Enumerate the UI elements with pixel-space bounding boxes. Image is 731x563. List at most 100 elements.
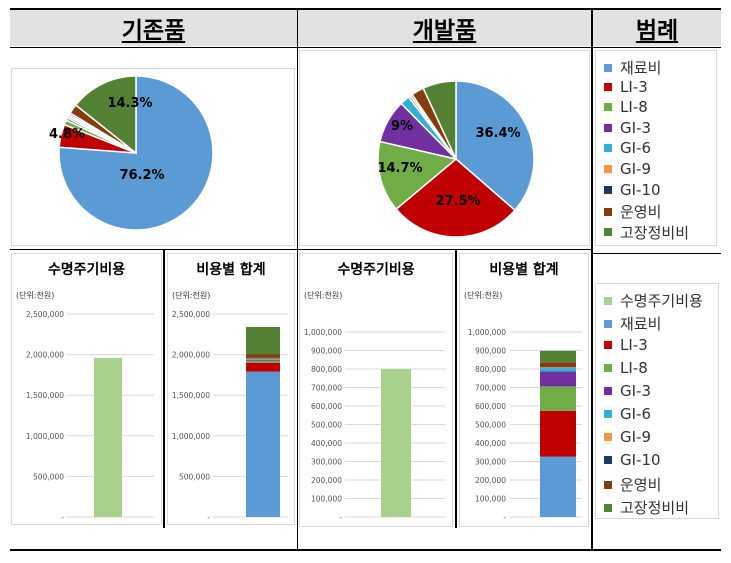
- legend-item-repair: 고장정비비: [604, 497, 689, 518]
- existing-lifecycle-bar-chart: 수명주기비용 (단위:천원) - 500,000 1,000,000 1,500,000 2…: [16, 261, 154, 522]
- chart-title: 비용별 합계: [489, 261, 558, 278]
- y-tick-label: 500,000: [179, 472, 210, 481]
- legend-label: GI-3: [620, 382, 652, 400]
- y-tick-label: 1,000,000: [26, 432, 64, 441]
- legend-label: GI-6: [620, 139, 652, 158]
- y-tick-label: 900,000: [475, 347, 506, 356]
- unit-label: (단위:천원): [464, 290, 502, 300]
- legend-swatch: [604, 364, 612, 372]
- y-tick-label: 2,000,000: [172, 351, 210, 360]
- developed-lifecycle-panel: 수명주기비용 (단위:천원) - 100,000 200,000 300,000 400,0…: [299, 253, 453, 527]
- divider-developed-bars: [455, 250, 457, 528]
- divider-existing-bars: [163, 250, 165, 528]
- legend-swatch: [604, 207, 612, 216]
- header-legend: 범례: [593, 10, 721, 46]
- legend-swatch: [604, 410, 612, 418]
- legend-swatch: [604, 480, 612, 489]
- bar-segment-gi-3: [540, 371, 576, 387]
- frame-bottom-line: [10, 549, 721, 551]
- legend-label: GI-10: [620, 451, 661, 469]
- legend-bottom: 수명주기비용 재료비 LI-3 LI-8 GI-3 GI-6 GI-9 GI-10 운영비 고장정…: [595, 283, 719, 519]
- y-tick-label: 1,000,000: [468, 328, 506, 337]
- y-tick-label: 900,000: [311, 347, 342, 356]
- y-tick-label: -: [339, 513, 342, 522]
- pie-slice-material: [58, 75, 214, 231]
- legend-label: LI-3: [620, 77, 648, 96]
- y-tick-label: 1,500,000: [172, 391, 210, 400]
- bar-segment-lifecycle: [381, 369, 411, 517]
- y-tick-label: 600,000: [311, 402, 342, 411]
- legend-label: GI-10: [620, 180, 661, 199]
- legend-item-lifecycle: 수명주기비용: [604, 290, 703, 311]
- legend-label: LI-8: [620, 98, 648, 117]
- y-tick-label: 400,000: [311, 439, 342, 448]
- legend-item-li-3: LI-3: [604, 336, 648, 354]
- y-tick-label: 200,000: [475, 476, 506, 485]
- y-tick-label: 2,500,000: [26, 310, 64, 319]
- legend-swatch: [604, 433, 612, 441]
- legend-item-gi-9: GI-9: [604, 428, 651, 446]
- unit-label: (단위:천원): [172, 290, 210, 300]
- legend-swatch: [604, 503, 612, 512]
- legend-item-material: 재료비: [604, 57, 661, 78]
- legend-swatch: [604, 296, 612, 305]
- legend-swatch: [604, 144, 612, 153]
- legend-swatch: [604, 341, 612, 349]
- pie-label-gi-3: 9%: [391, 119, 413, 134]
- bar-segment-li-3: [540, 410, 576, 457]
- pie-slice-li-3: [395, 158, 516, 238]
- existing-lifecycle-panel: 수명주기비용 (단위:천원) - 500,000 1,000,000 1,500,000 2…: [11, 253, 162, 525]
- chart-title: 비용별 합계: [196, 261, 265, 278]
- divider-existing-developed: [297, 8, 298, 551]
- legend-swatch: [604, 456, 612, 464]
- legend-swatch: [604, 185, 612, 194]
- legend-label: 운영비: [620, 203, 662, 222]
- legend-item-gi-6: GI-6: [604, 405, 651, 423]
- chart-title: 수명주기비용: [337, 261, 414, 278]
- y-tick-label: 700,000: [311, 384, 342, 393]
- legend-divider: [592, 253, 721, 254]
- bar-segment-gi-3: [246, 359, 280, 361]
- y-tick-label: 100,000: [475, 495, 506, 504]
- legend-label: GI-6: [620, 405, 652, 423]
- developed-total-panel: 비용별 합계 (단위:천원) - 100,000 200,000 300,000 400,0…: [459, 253, 589, 527]
- legend-label: GI-9: [620, 428, 652, 446]
- unit-label: (단위:천원): [16, 290, 54, 300]
- pie-slice-repair: [422, 80, 457, 160]
- pie-label-material: 76.2%: [119, 168, 164, 183]
- legend-item-li-8: LI-8: [604, 98, 648, 116]
- bar-segment-gi-10: [540, 366, 576, 368]
- chart-title: 수명주기비용: [48, 261, 125, 278]
- legend-item-repair: 고장정비비: [604, 222, 689, 243]
- bar-segment-gi-9: [540, 367, 576, 369]
- legend-label: 고장정비비: [620, 499, 690, 517]
- y-tick-label: 600,000: [475, 402, 506, 411]
- y-tick-label: 200,000: [311, 476, 342, 485]
- pie-label-li-3: 4.8%: [49, 127, 85, 142]
- y-tick-label: 400,000: [475, 439, 506, 448]
- bar-segment-gi-10: [246, 357, 280, 359]
- y-tick-label: 500,000: [33, 472, 64, 481]
- y-tick-label: 2,000,000: [26, 351, 64, 360]
- bar-segment-repair: [246, 326, 280, 355]
- bar-segment-operation: [540, 362, 576, 367]
- header-bottom-line: [10, 47, 721, 48]
- legend-item-operation: 운영비: [604, 201, 661, 222]
- legend-label: LI-3: [620, 336, 648, 354]
- legend-item-operation: 운영비: [604, 474, 661, 495]
- bar-segment-material: [246, 371, 280, 517]
- legend-swatch: [604, 123, 612, 132]
- bar-segment-repair: [540, 350, 576, 363]
- legend-label: 수명주기비용: [620, 292, 703, 310]
- legend-label: 고장정비비: [620, 223, 690, 242]
- developed-pie-chart: 36.4% 27.5% 14.7% 9%: [377, 80, 535, 238]
- legend-item-material: 재료비: [604, 313, 661, 334]
- header-developed: 개발품: [298, 10, 591, 46]
- y-tick-label: 1,000,000: [172, 432, 210, 441]
- y-tick-label: 300,000: [311, 458, 342, 467]
- bar-segment-gi-6: [246, 359, 280, 360]
- legend-item-gi-3: GI-3: [604, 382, 651, 400]
- legend-swatch: [604, 387, 612, 395]
- divider-legend: [591, 8, 593, 551]
- y-tick-label: 500,000: [475, 421, 506, 430]
